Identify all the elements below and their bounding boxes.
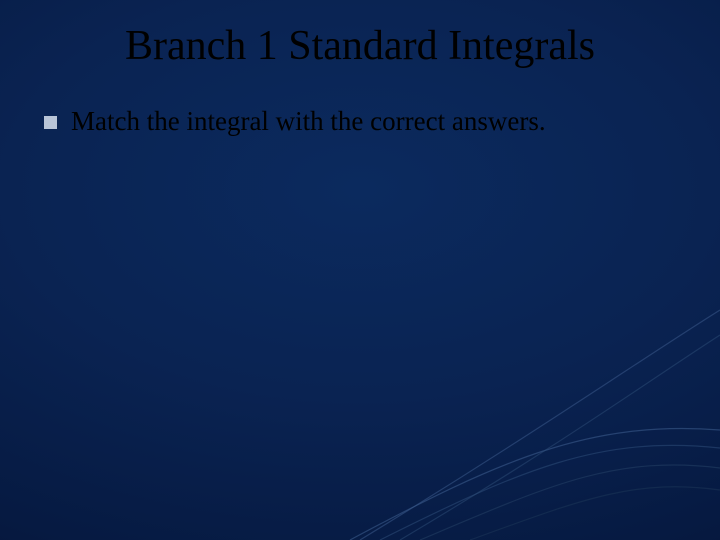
square-bullet-icon: [44, 116, 57, 129]
decorative-swoosh-icon: [0, 0, 720, 540]
slide-container: Branch 1 Standard Integrals Match the in…: [0, 0, 720, 540]
bullet-item: Match the integral with the correct answ…: [44, 106, 546, 137]
slide-title: Branch 1 Standard Integrals: [0, 22, 720, 70]
bullet-text: Match the integral with the correct answ…: [71, 106, 546, 137]
